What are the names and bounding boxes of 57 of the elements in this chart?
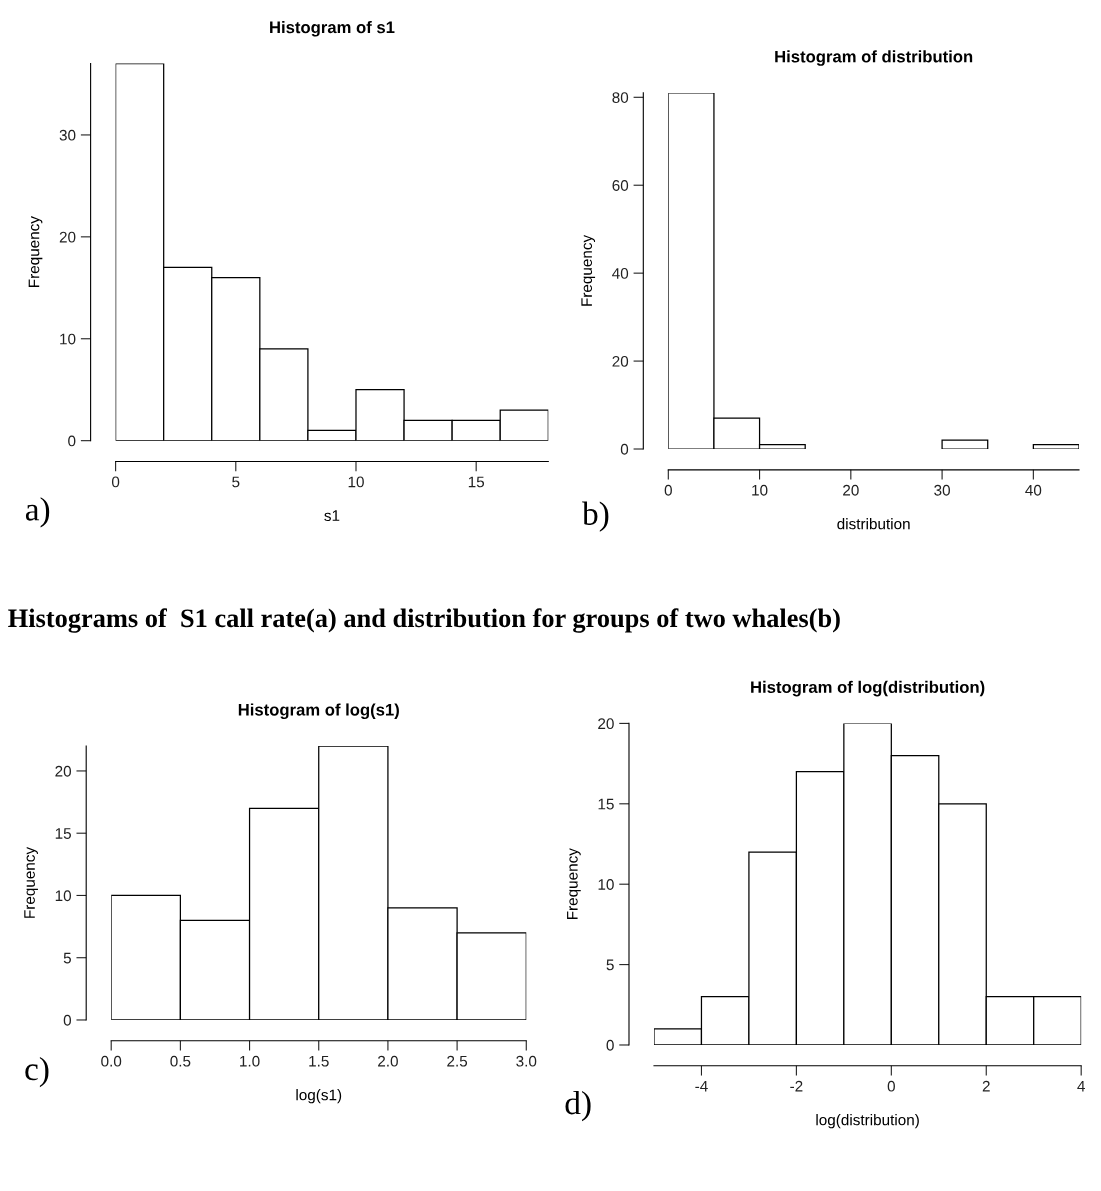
y-axis-title: Frequency [28, 216, 43, 287]
x-axis-title: s1 [324, 510, 340, 521]
y-tick-label: 0 [68, 435, 76, 447]
y-tick-label: 40 [612, 268, 629, 279]
x-tick-label: 2 [982, 1080, 990, 1092]
y-tick-label: 0 [606, 1039, 614, 1051]
chart-title: Histogram of s1 [270, 20, 395, 37]
y-tick-label: 20 [55, 765, 72, 777]
x-tick-label: 5 [232, 476, 240, 488]
y-tick-label: 20 [59, 231, 76, 243]
y-tick-label: 10 [55, 890, 72, 902]
x-tick-label: 0 [664, 484, 672, 496]
text: c) [25, 1056, 49, 1088]
x-tick-label: 30 [934, 484, 950, 496]
x-tick-label: 10 [752, 484, 768, 496]
text: b) [582, 501, 609, 532]
x-tick-label: 2.5 [447, 1055, 468, 1067]
y-tick-label: 5 [606, 959, 614, 971]
text: d) [565, 1090, 591, 1122]
y-tick-label: 30 [59, 129, 76, 141]
y-axis-title: Frequency [567, 848, 581, 920]
y-tick-label: 0 [620, 443, 629, 455]
y-tick-label: 15 [598, 798, 614, 810]
x-tick-label: 1.0 [240, 1055, 260, 1067]
y-tick-label: 5 [63, 952, 71, 964]
x-tick-label: 4 [1077, 1080, 1085, 1092]
chart-title: Histogram of distribution [775, 50, 973, 66]
x-tick-label: 1.5 [309, 1055, 329, 1067]
x-tick-label: 0.0 [101, 1055, 122, 1067]
chart-title: Histogram of log(s1) [238, 703, 399, 720]
x-axis-title: distribution [837, 518, 910, 530]
x-tick-label: 15 [468, 476, 485, 488]
y-tick-label: 20 [598, 718, 614, 730]
y-axis-title: Frequency [24, 846, 38, 918]
y-tick-label: 80 [612, 92, 629, 103]
x-tick-label: 10 [348, 476, 364, 488]
x-tick-label: 0.5 [170, 1055, 191, 1067]
y-tick-label: 10 [598, 879, 614, 890]
y-tick-label: 60 [612, 180, 629, 191]
y-tick-label: 0 [63, 1014, 72, 1026]
chart-title: Histogram of log(distribution) [751, 680, 985, 697]
x-tick-label: -4 [695, 1080, 708, 1092]
x-tick-label: 3.0 [516, 1055, 537, 1067]
text: Histograms of S1 call rate(a) and distribution for groups of two whales(b) [8, 608, 840, 633]
x-tick-label: 0 [111, 476, 120, 488]
text: a) [25, 497, 50, 528]
x-tick-label: 2.0 [378, 1055, 398, 1067]
x-axis-title: log(s1) [296, 1089, 342, 1104]
x-tick-label: 0 [887, 1080, 895, 1092]
y-tick-label: 15 [55, 828, 71, 839]
x-tick-label: 40 [1025, 484, 1042, 496]
y-axis-title: Frequency [581, 234, 596, 306]
x-tick-label: -2 [790, 1080, 803, 1092]
x-tick-label: 20 [843, 484, 859, 496]
y-tick-label: 10 [60, 333, 76, 345]
y-tick-label: 20 [612, 355, 629, 367]
x-axis-title: log(distribution) [816, 1114, 919, 1129]
